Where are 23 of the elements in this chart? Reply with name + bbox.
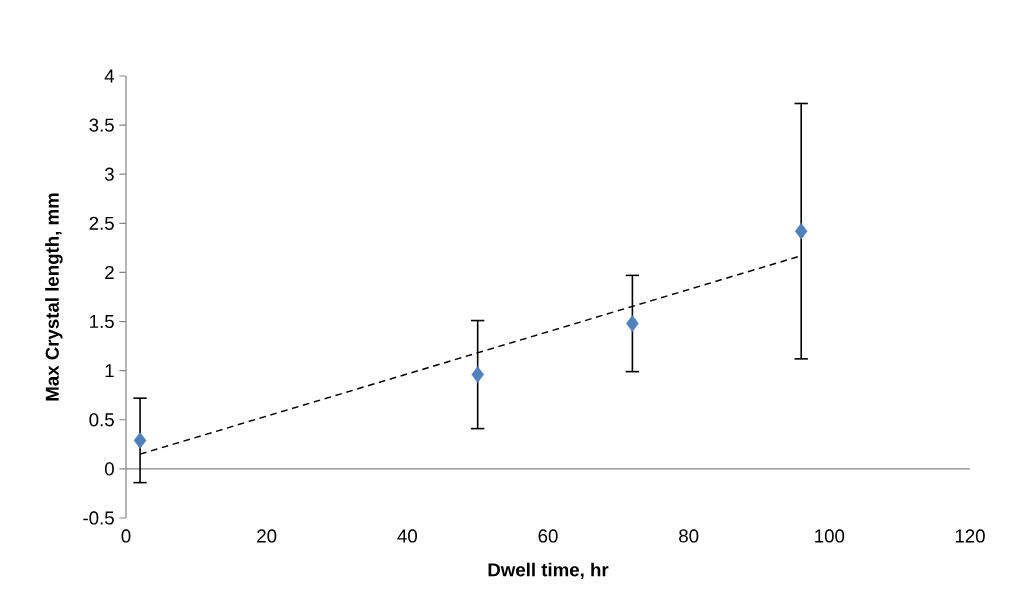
x-tick-label: 40 <box>397 529 417 543</box>
y-tick-label: 3 <box>104 167 114 181</box>
y-axis-title: Max Crystal length, mm <box>45 193 63 401</box>
y-tick-label: 4 <box>104 69 115 83</box>
y-tick-label: -0.5 <box>83 511 114 525</box>
y-tick-label: 2 <box>105 265 114 279</box>
y-tick-label: 0 <box>104 462 114 476</box>
point <box>626 315 639 332</box>
y-tick-label: 1.5 <box>90 315 114 329</box>
y-tick-label: 3.5 <box>89 118 114 132</box>
point <box>133 432 147 449</box>
x-tick-label: 80 <box>679 529 699 543</box>
x-tick-label: 60 <box>538 529 558 543</box>
point <box>794 222 808 240</box>
y-tick-label: 2.5 <box>89 216 114 230</box>
x-tick-label: 100 <box>815 529 845 543</box>
x-tick-label: 20 <box>257 529 277 543</box>
x-axis-title: Dwell time, hr <box>488 562 609 580</box>
x-tick-label: 0 <box>121 529 131 543</box>
y-tick-label: 1 <box>105 364 114 378</box>
point <box>471 366 484 383</box>
x-tick-label: 120 <box>955 529 985 543</box>
y-tick-label: 0.5 <box>89 413 114 427</box>
